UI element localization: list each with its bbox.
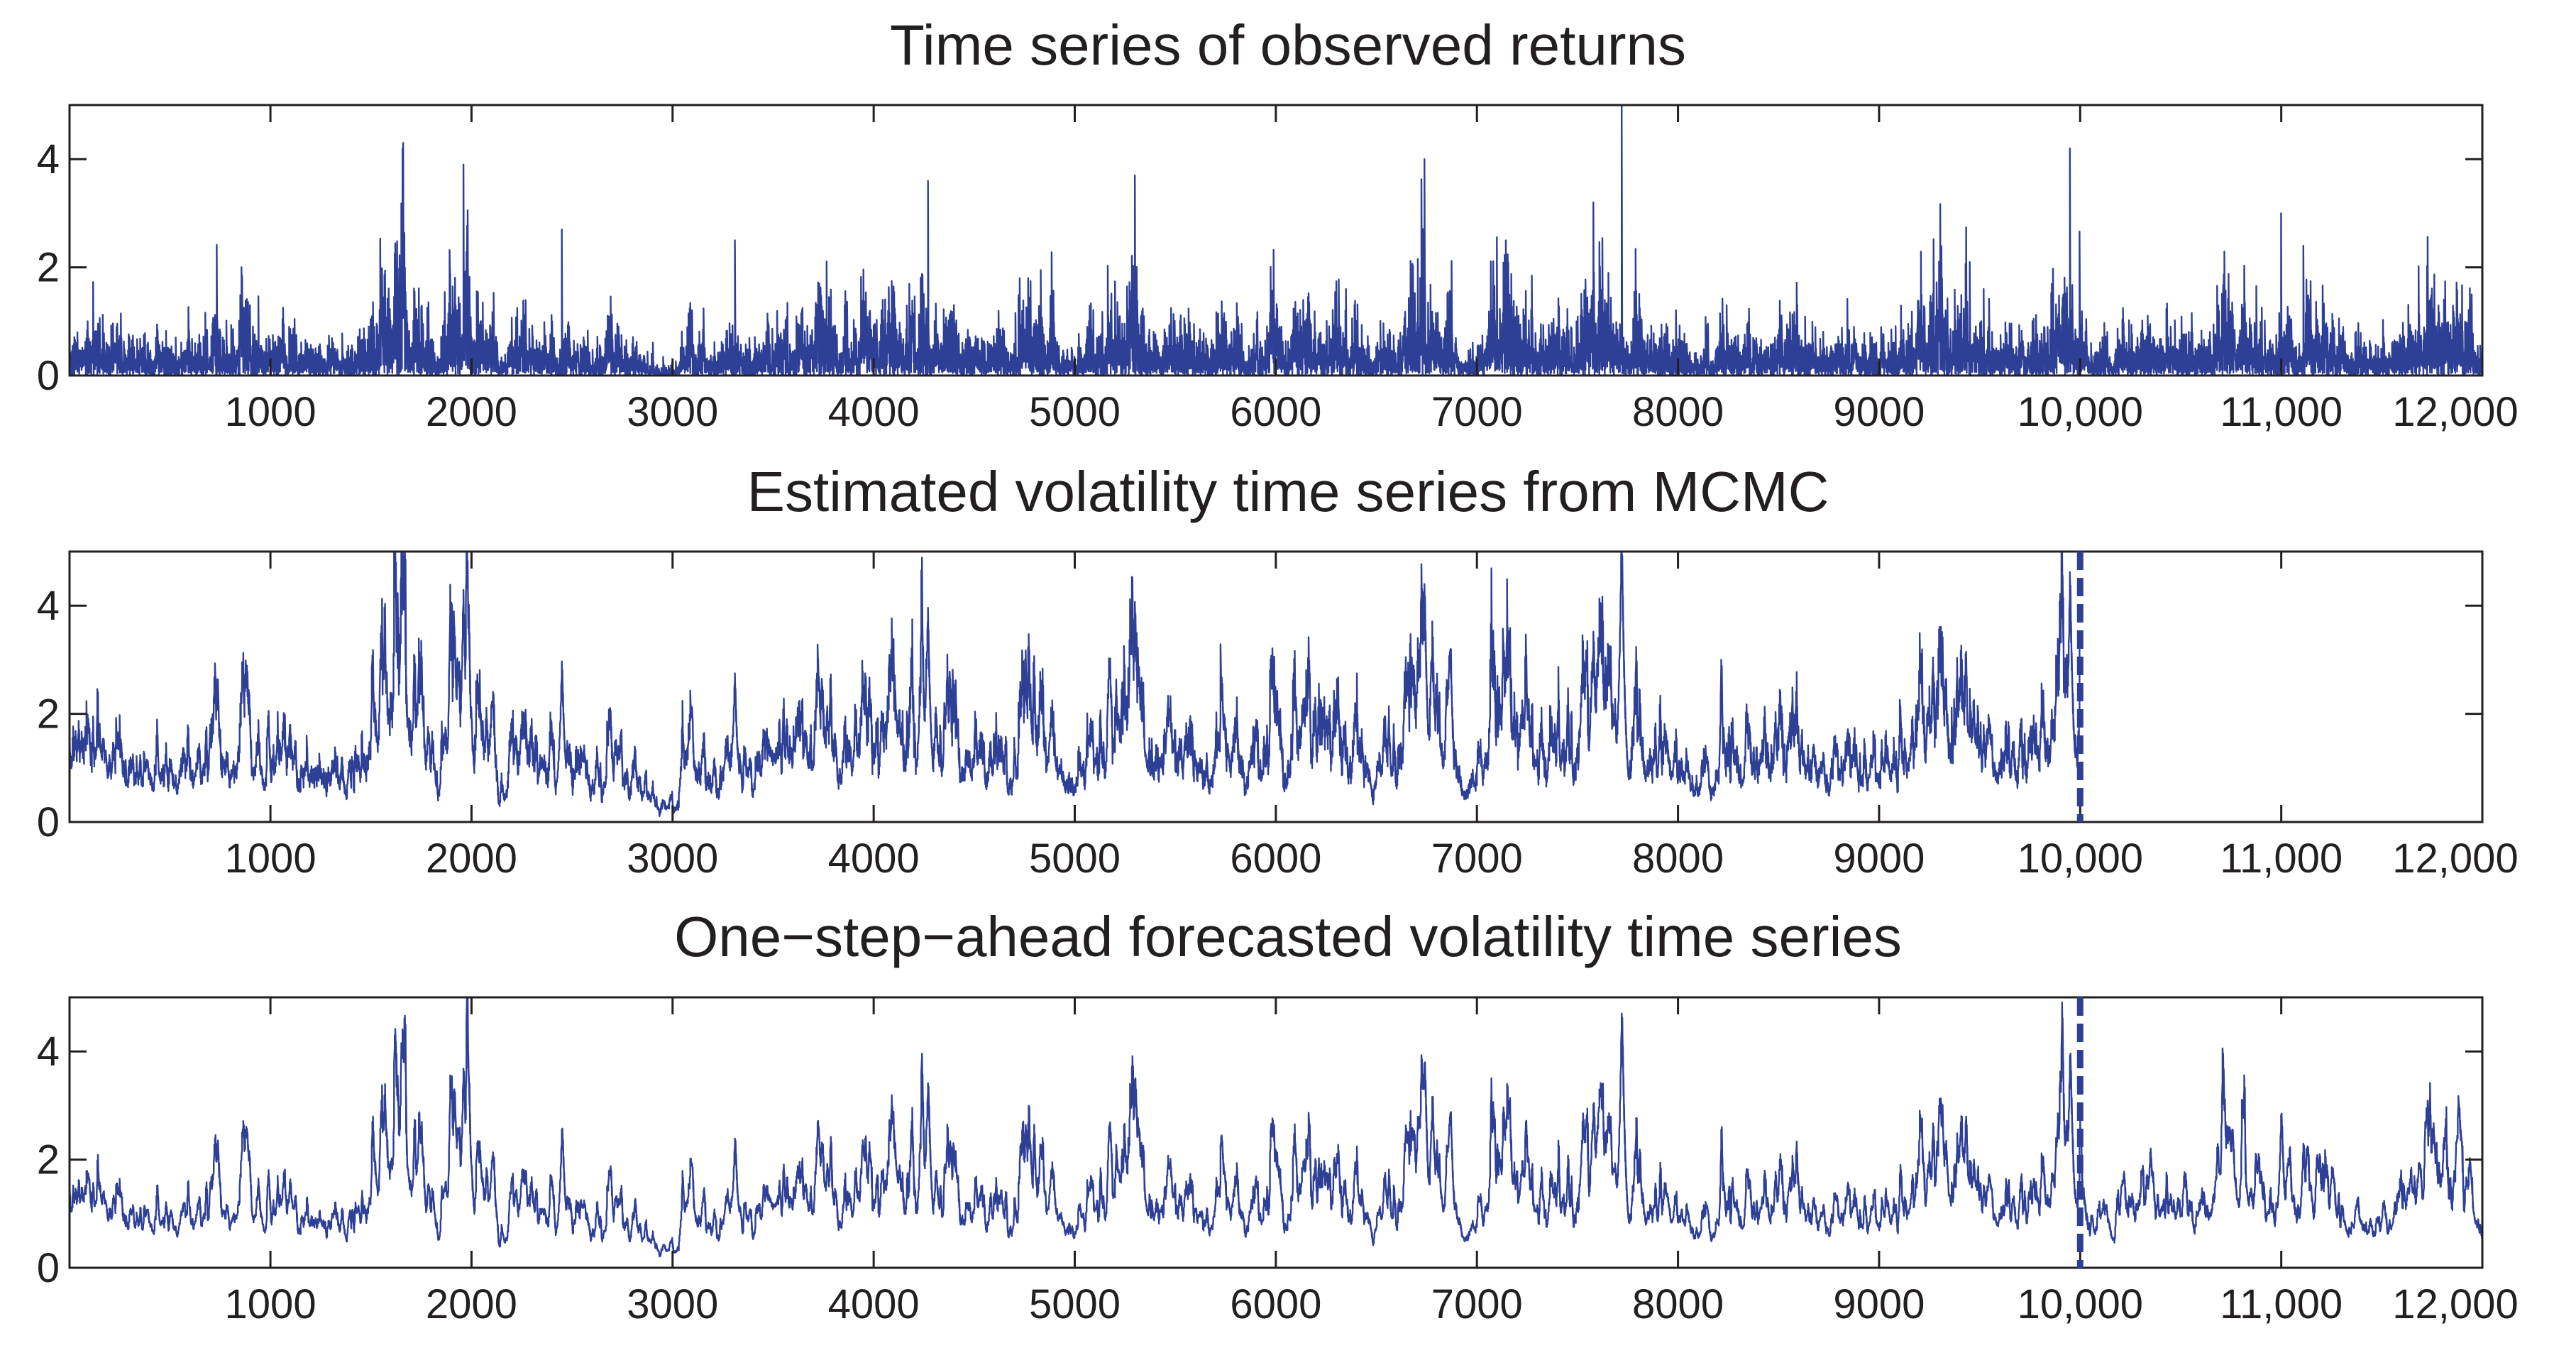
panel-title: One−step−ahead forecasted volatility tim…	[674, 905, 1902, 968]
x-tick-label: 7000	[1431, 1281, 1523, 1327]
x-tick-label: 8000	[1632, 835, 1724, 882]
x-tick-label: 1000	[225, 835, 317, 882]
x-tick-label: 6000	[1230, 1281, 1321, 1327]
x-tick-label: 12,000	[2392, 835, 2518, 882]
x-tick-label: 4000	[828, 389, 920, 435]
x-tick-label: 11,000	[2220, 1281, 2343, 1327]
panel-observed-returns: Time series of observed returns 0 2 4 1000…	[37, 13, 2519, 435]
x-axis: 1000 2000 3000 4000 5000 6000 7000 8000 9000 10,0…	[225, 105, 2519, 435]
plot-area	[70, 105, 2482, 376]
x-tick-label: 5000	[1029, 835, 1121, 882]
x-tick-label: 2000	[426, 835, 517, 882]
panel-forecasted-volatility: One−step−ahead forecasted volatility tim…	[37, 905, 2519, 1327]
y-tick-label: 2	[37, 1137, 60, 1183]
x-tick-label: 10,000	[2018, 835, 2143, 882]
axes-frame	[68, 996, 2484, 1269]
x-tick-label: 11,000	[2220, 389, 2343, 435]
y-tick-label: 4	[37, 583, 60, 629]
y-axis: 0 2 4	[37, 583, 2482, 845]
y-axis: 0 2 4	[37, 1029, 2482, 1291]
x-axis: 1000 2000 3000 4000 5000 6000 7000 8000 9000 10,0…	[225, 997, 2519, 1327]
x-tick-label: 5000	[1029, 389, 1121, 435]
x-tick-label: 12,000	[2392, 1281, 2518, 1327]
y-tick-label: 2	[37, 691, 60, 738]
x-tick-label: 8000	[1632, 1281, 1724, 1327]
x-tick-label: 3000	[627, 1281, 718, 1327]
x-tick-label: 9000	[1833, 835, 1925, 882]
y-axis: 0 2 4	[37, 136, 2482, 399]
y-tick-label: 4	[37, 136, 60, 182]
x-tick-label: 1000	[225, 389, 317, 435]
x-tick-label: 4000	[828, 1281, 920, 1327]
x-tick-label: 4000	[828, 835, 920, 882]
x-tick-label: 6000	[1230, 835, 1321, 882]
panel-title: Time series of observed returns	[890, 13, 1686, 77]
plot-area	[70, 997, 2482, 1258]
y-tick-label: 0	[37, 353, 60, 399]
y-tick-label: 4	[37, 1029, 60, 1075]
x-tick-label: 9000	[1833, 1281, 1925, 1327]
x-axis: 1000 2000 3000 4000 5000 6000 7000 8000 9000 10,0…	[225, 552, 2519, 882]
y-tick-label: 2	[37, 245, 60, 291]
x-tick-label: 7000	[1431, 389, 1523, 435]
x-tick-label: 10,000	[2018, 389, 2143, 435]
x-tick-label: 1000	[225, 1281, 317, 1327]
series-line	[70, 997, 2482, 1258]
x-tick-label: 9000	[1833, 389, 1925, 435]
panel-title: Estimated volatility time series from MC…	[747, 460, 1829, 523]
x-tick-label: 10,000	[2018, 1281, 2143, 1327]
x-tick-label: 3000	[627, 835, 718, 882]
x-tick-label: 2000	[426, 389, 517, 435]
series-line	[70, 105, 2482, 376]
x-tick-label: 11,000	[2220, 835, 2343, 882]
series-line	[70, 552, 2081, 817]
x-tick-label: 12,000	[2392, 389, 2518, 435]
plot-area	[70, 552, 2081, 817]
y-tick-label: 0	[37, 1245, 60, 1291]
x-tick-label: 8000	[1632, 389, 1724, 435]
x-tick-label: 5000	[1029, 1281, 1121, 1327]
x-tick-label: 7000	[1431, 835, 1523, 882]
y-tick-label: 0	[37, 799, 60, 845]
x-tick-label: 2000	[426, 1281, 517, 1327]
panel-estimated-volatility: Estimated volatility time series from MC…	[37, 460, 2519, 882]
x-tick-label: 3000	[627, 389, 718, 435]
x-tick-label: 6000	[1230, 389, 1321, 435]
